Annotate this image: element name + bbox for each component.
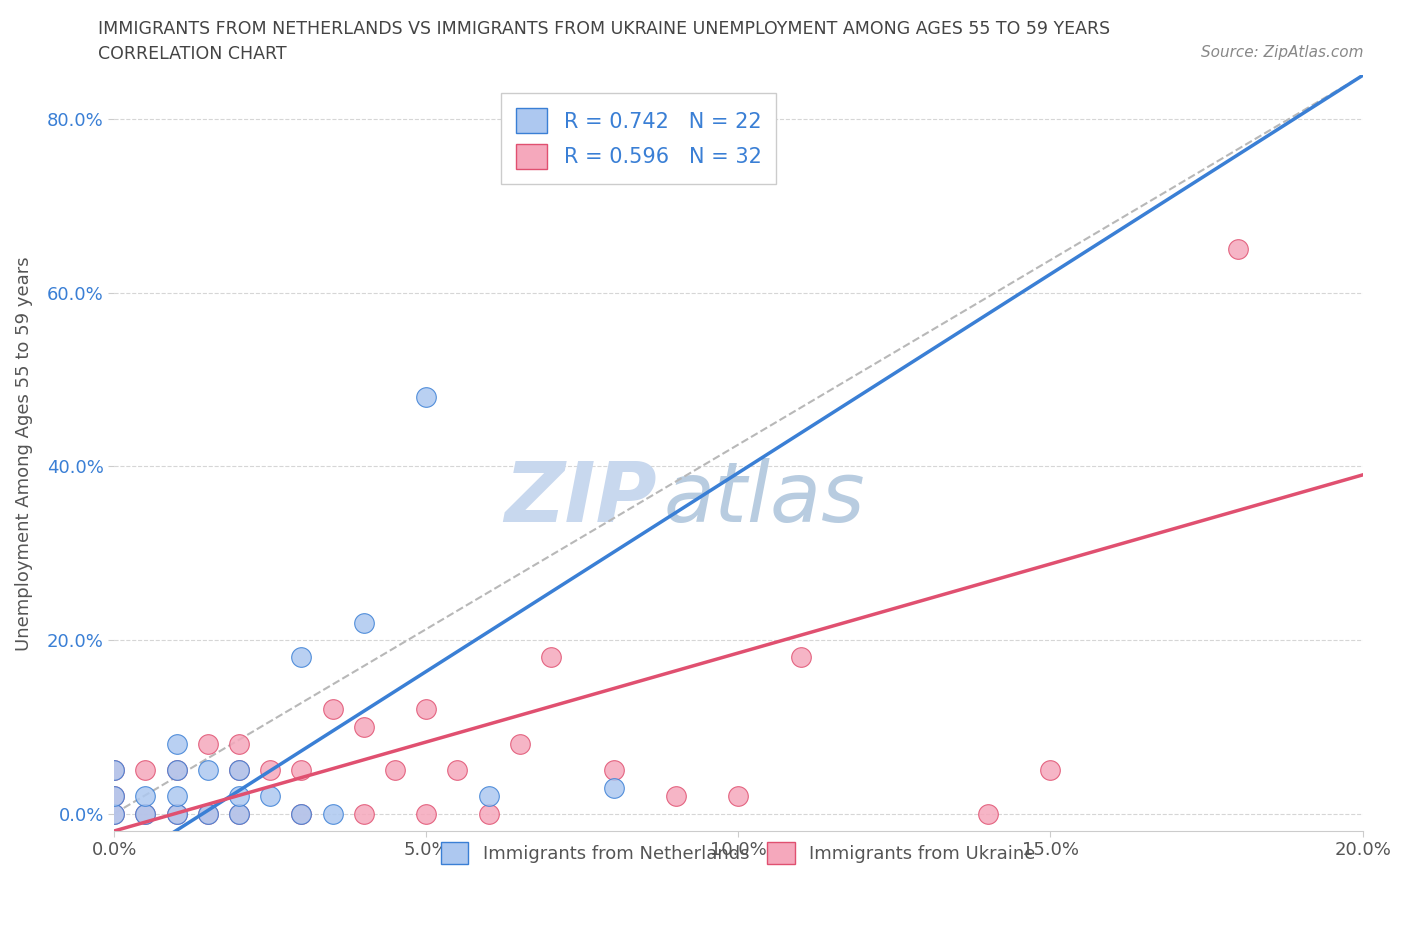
Point bbox=[228, 806, 250, 821]
Point bbox=[103, 806, 125, 821]
Point bbox=[197, 737, 219, 751]
Point bbox=[103, 763, 125, 777]
Point bbox=[197, 806, 219, 821]
Point bbox=[322, 806, 344, 821]
Point bbox=[509, 737, 531, 751]
Point bbox=[727, 789, 749, 804]
Point bbox=[446, 763, 468, 777]
Point bbox=[290, 763, 312, 777]
Point bbox=[415, 390, 437, 405]
Point bbox=[166, 763, 188, 777]
Point bbox=[166, 806, 188, 821]
Text: Source: ZipAtlas.com: Source: ZipAtlas.com bbox=[1201, 45, 1364, 60]
Point bbox=[166, 737, 188, 751]
Text: IMMIGRANTS FROM NETHERLANDS VS IMMIGRANTS FROM UKRAINE UNEMPLOYMENT AMONG AGES 5: IMMIGRANTS FROM NETHERLANDS VS IMMIGRANT… bbox=[98, 20, 1111, 38]
Point bbox=[228, 737, 250, 751]
Point bbox=[540, 650, 562, 665]
Point bbox=[259, 763, 281, 777]
Point bbox=[197, 763, 219, 777]
Point bbox=[103, 789, 125, 804]
Point bbox=[353, 719, 375, 734]
Point bbox=[259, 789, 281, 804]
Point bbox=[290, 806, 312, 821]
Point bbox=[103, 789, 125, 804]
Point bbox=[322, 702, 344, 717]
Point bbox=[103, 763, 125, 777]
Point bbox=[166, 806, 188, 821]
Point bbox=[228, 789, 250, 804]
Point bbox=[134, 789, 156, 804]
Text: atlas: atlas bbox=[664, 458, 865, 539]
Point bbox=[166, 789, 188, 804]
Text: ZIP: ZIP bbox=[505, 458, 657, 539]
Point bbox=[353, 806, 375, 821]
Text: CORRELATION CHART: CORRELATION CHART bbox=[98, 45, 287, 62]
Legend: Immigrants from Netherlands, Immigrants from Ukraine: Immigrants from Netherlands, Immigrants … bbox=[434, 834, 1043, 871]
Point bbox=[977, 806, 1000, 821]
Point bbox=[415, 806, 437, 821]
Point bbox=[134, 806, 156, 821]
Point bbox=[103, 806, 125, 821]
Point bbox=[166, 763, 188, 777]
Point bbox=[665, 789, 688, 804]
Point bbox=[228, 763, 250, 777]
Y-axis label: Unemployment Among Ages 55 to 59 years: Unemployment Among Ages 55 to 59 years bbox=[15, 256, 32, 650]
Point bbox=[415, 702, 437, 717]
Point bbox=[290, 806, 312, 821]
Point bbox=[134, 806, 156, 821]
Point bbox=[1226, 242, 1249, 257]
Point bbox=[602, 780, 624, 795]
Point bbox=[197, 806, 219, 821]
Point bbox=[134, 763, 156, 777]
Point bbox=[228, 763, 250, 777]
Point bbox=[290, 650, 312, 665]
Point bbox=[384, 763, 406, 777]
Point bbox=[228, 806, 250, 821]
Point bbox=[790, 650, 813, 665]
Point bbox=[602, 763, 624, 777]
Point bbox=[1039, 763, 1062, 777]
Point bbox=[478, 806, 501, 821]
Point bbox=[478, 789, 501, 804]
Point bbox=[353, 615, 375, 630]
